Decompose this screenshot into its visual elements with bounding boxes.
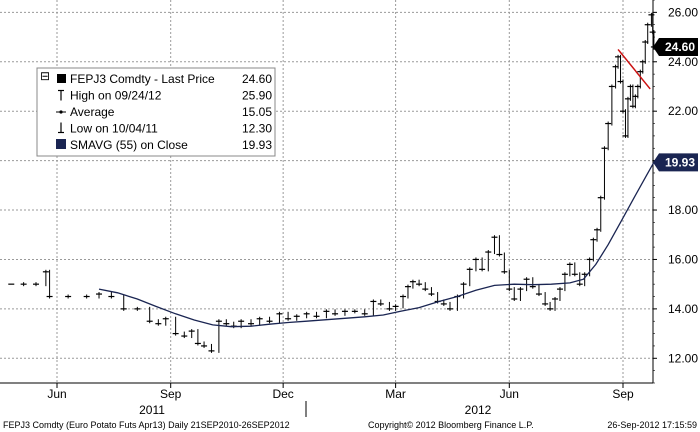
legend-value: 19.93 [242,138,272,152]
square-filled-icon [57,74,66,83]
legend-value: 15.05 [242,105,272,119]
legend-value: 12.30 [242,122,272,136]
y-tick-label: 14.00 [668,302,698,316]
plot-frame [0,0,654,384]
x-tick-label: Sep [160,387,182,401]
sma-value-box [653,153,698,172]
footer-center: Copyright© 2012 Bloomberg Finance L.P. [368,420,534,430]
footer-left: FEPJ3 Comdty (Euro Potato Futs Apr13) Da… [3,420,290,430]
y-tick-label: 18.00 [668,203,698,217]
x-tick-label: Mar [385,387,406,401]
legend-label: Low on 10/04/11 [70,122,158,136]
x-tick-label: Dec [272,387,293,401]
x-tick-label: Sep [612,387,634,401]
legend-value: 25.90 [242,89,272,103]
grid-lines [0,0,653,383]
x-tick-label: Jun [500,387,519,401]
legend-value: 24.60 [242,72,272,86]
y-axis: 12.0014.0016.0018.0020.0022.0024.0026.00… [653,0,698,384]
y-tick-label: 22.00 [668,104,698,118]
square-navy-icon [56,139,66,149]
sma-value-box-text: 19.93 [665,155,695,169]
footer-right: 26-Sep-2012 17:15:59 [607,420,697,430]
x-tick-label: Jun [47,387,66,401]
year-label: 2012 [465,403,492,417]
legend-box [36,67,276,157]
y-tick-label: 24.00 [668,55,698,69]
trendline [617,48,651,90]
legend-label: High on 09/24/12 [70,89,162,103]
last-price-box [653,37,698,56]
legend-label: Average [70,105,115,119]
y-tick-label: 12.00 [668,351,698,365]
footer: FEPJ3 Comdty (Euro Potato Futs Apr13) Da… [3,420,697,430]
y-tick-label: 26.00 [668,5,698,19]
legend: ⊟ FEPJ3 Comdty - Last Price 24.60 High on 0… [36,67,276,157]
legend-collapse-icon: ⊟ [40,69,50,83]
y-tick-label: 16.00 [668,252,698,266]
average-marker-dot [59,110,63,114]
year-label: 2011 [139,403,165,417]
series-layer [8,12,657,353]
x-axis: Jun Sep Dec Mar Jun Sep 2011 2012 [47,383,634,417]
legend-label: SMAVG (55) on Close [70,138,188,152]
sma-line [98,161,655,328]
legend-label: FEPJ3 Comdty - Last Price [70,72,215,86]
last-price-box-text: 24.60 [665,40,695,54]
